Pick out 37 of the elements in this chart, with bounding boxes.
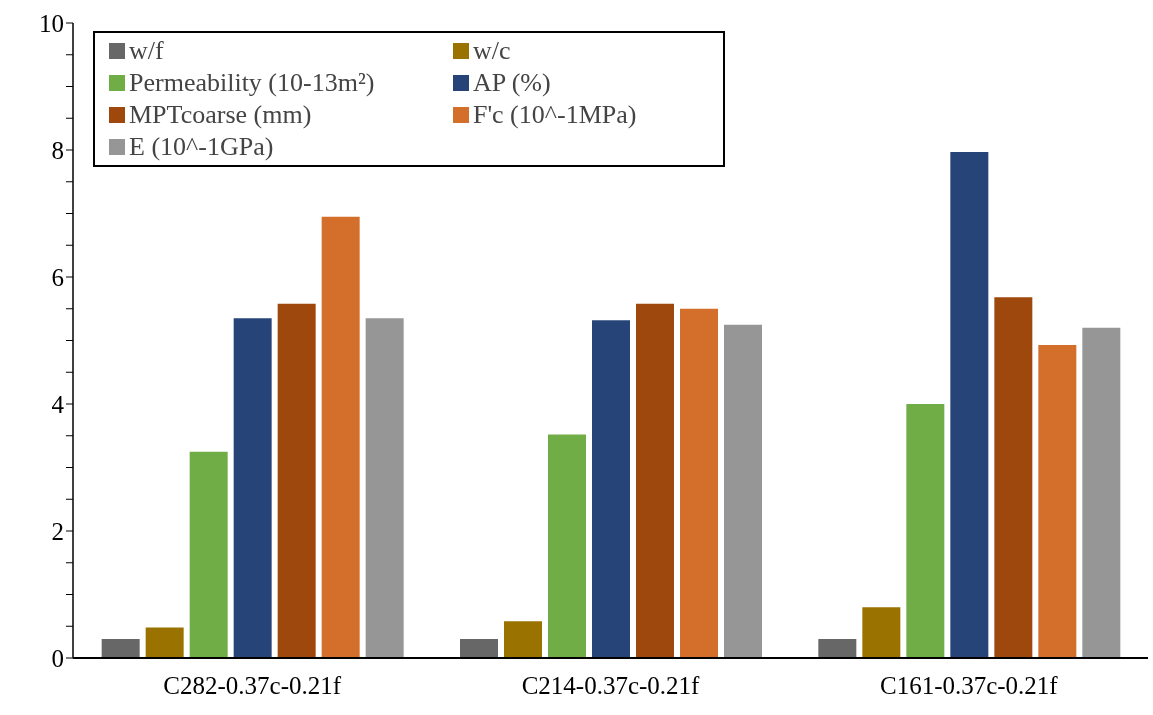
legend-label: MPTcoarse (mm)	[129, 99, 312, 131]
bar	[592, 320, 630, 658]
legend-label: w/f	[129, 35, 164, 67]
y-tick-label: 4	[51, 390, 65, 418]
y-tick-label: 6	[51, 263, 64, 291]
legend-label: AP (%)	[472, 67, 551, 99]
legend-label: F'c (10^-1MPa)	[472, 99, 637, 131]
legend-label: w/c	[472, 35, 511, 67]
x-tick-label: C282-0.37c-0.21f	[163, 671, 342, 699]
bar	[233, 318, 272, 658]
bar	[548, 434, 586, 658]
y-tick-label: 0	[51, 644, 64, 672]
bar	[636, 303, 674, 658]
y-tick-label: 8	[51, 136, 64, 164]
bar	[460, 638, 498, 658]
bar	[365, 318, 404, 658]
legend-label: Permeability (10-13m²)	[129, 67, 375, 99]
bar	[321, 216, 360, 658]
bar	[189, 451, 228, 658]
y-tick-label: 10	[39, 9, 64, 37]
bar	[862, 607, 901, 658]
x-tick-label: C214-0.37c-0.21f	[521, 671, 701, 699]
bar	[1082, 327, 1121, 658]
bar	[818, 638, 857, 658]
bar	[724, 324, 762, 658]
bar	[950, 151, 989, 658]
bar	[145, 627, 184, 658]
legend-label: E (10^-1GPa)	[129, 131, 274, 163]
bar	[680, 308, 718, 658]
bar	[277, 303, 316, 658]
bar	[1038, 344, 1077, 658]
bar	[504, 621, 542, 658]
y-tick-label: 2	[51, 517, 64, 545]
bar	[994, 297, 1033, 658]
bar	[101, 638, 140, 658]
x-tick-label: C161-0.37c-0.21f	[879, 671, 1059, 699]
bar	[906, 404, 945, 658]
